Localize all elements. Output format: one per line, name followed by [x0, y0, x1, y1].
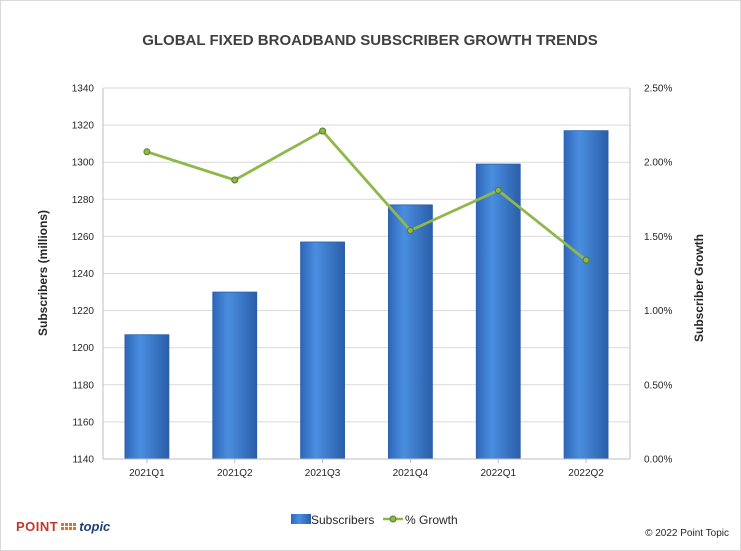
legend-swatch-growth-marker	[389, 515, 397, 523]
point-topic-logo: POINT topic	[16, 518, 110, 534]
logo-point-text: POINT	[16, 518, 59, 534]
y-tick-label: 1240	[72, 269, 95, 280]
growth-point-2021Q4	[406, 226, 414, 234]
y-tick-label: 1340	[72, 84, 95, 95]
y-tick-label: 1320	[72, 121, 95, 132]
y-tick-label: 1180	[72, 380, 94, 391]
legend: Subscribers % Growth	[291, 513, 458, 527]
y2-tick-label: 0.50%	[644, 380, 672, 391]
x-tick-label: 2021Q4	[393, 468, 429, 479]
growth-line-series	[143, 127, 590, 264]
y-tick-label: 1260	[72, 232, 95, 243]
y-tick-label: 1280	[72, 195, 95, 206]
bar-2021Q3	[300, 241, 345, 460]
legend-swatch-subscribers	[291, 514, 311, 524]
growth-point-2022Q1	[494, 186, 502, 194]
y-tick-label: 1160	[72, 417, 94, 428]
growth-point-2022Q2	[582, 256, 590, 264]
y-tick-label: 1300	[72, 158, 95, 169]
growth-line	[146, 129, 587, 262]
growth-point-2021Q1	[143, 148, 151, 156]
bar-2021Q1	[124, 334, 170, 460]
x-tick-label: 2022Q1	[480, 468, 516, 479]
bar-2022Q2	[563, 130, 609, 460]
y-tick-label: 1200	[72, 343, 95, 354]
y2-tick-label: 2.00%	[644, 158, 672, 169]
bar-2021Q4	[388, 204, 433, 460]
y-tick-label: 1220	[72, 306, 95, 317]
legend-label-growth: % Growth	[405, 513, 458, 527]
bar-2022Q1	[475, 163, 521, 460]
x-tick-label: 2022Q2	[568, 468, 604, 479]
x-tick-label: 2021Q1	[129, 468, 165, 479]
gridlines	[103, 87, 630, 460]
growth-point-2021Q3	[319, 127, 327, 135]
x-tick-label: 2021Q2	[217, 468, 253, 479]
y-tick-label: 1140	[72, 455, 94, 466]
x-tick-label: 2021Q3	[305, 468, 341, 479]
bar-2021Q2	[212, 291, 258, 460]
y2-tick-label: 1.50%	[644, 232, 672, 243]
y2-tick-label: 2.50%	[644, 84, 672, 95]
legend-label-subscribers: Subscribers	[311, 513, 374, 527]
growth-point-2021Q2	[231, 176, 239, 184]
y2-tick-label: 0.00%	[644, 455, 672, 466]
y2-tick-label: 1.00%	[644, 306, 672, 317]
bar-series	[124, 130, 609, 460]
y-axis-label: Subscribers (millions)	[36, 210, 50, 336]
copyright-text: © 2022 Point Topic	[645, 528, 729, 539]
axes: 1140 1160 1180 1200 1220 1240 1260 1280 1300 1320…	[72, 84, 673, 480]
y2-axis-label: Subscriber Growth	[692, 234, 706, 342]
logo-topic-text: topic	[79, 518, 111, 534]
logo-grid-icon	[61, 522, 77, 530]
chart-title: GLOBAL FIXED BROADBAND SUBSCRIBER GROWTH…	[142, 32, 598, 49]
